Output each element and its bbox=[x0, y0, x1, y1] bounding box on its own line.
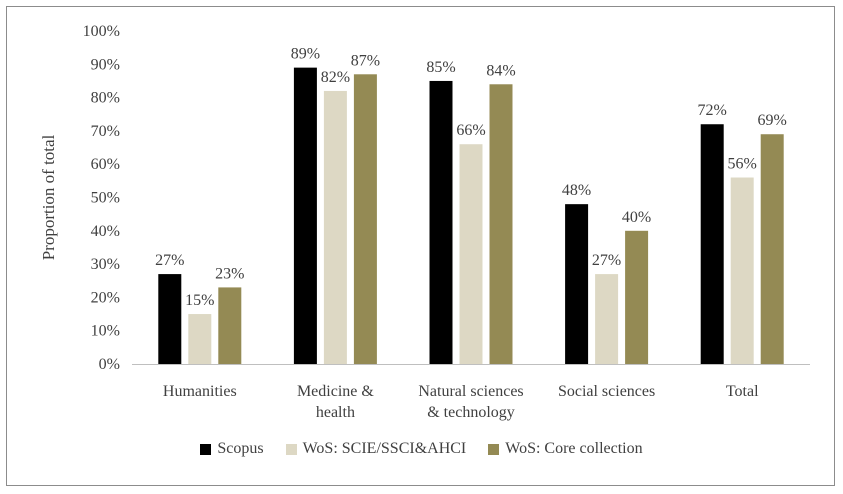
data-label: 66% bbox=[456, 122, 485, 139]
bar-wos-scie-ssci-ahci bbox=[188, 314, 212, 364]
y-tick-label: 70% bbox=[91, 123, 120, 140]
legend-item: WoS: Core collection bbox=[488, 440, 643, 458]
data-label: 85% bbox=[426, 59, 455, 76]
data-label: 84% bbox=[486, 62, 515, 79]
data-label: 23% bbox=[215, 265, 244, 282]
data-label: 82% bbox=[321, 69, 350, 86]
y-tick-label: 0% bbox=[99, 356, 120, 373]
x-category-label: Natural sciences bbox=[418, 383, 523, 400]
y-tick-label: 50% bbox=[91, 190, 120, 207]
legend-swatch bbox=[200, 443, 212, 455]
y-tick-label: 80% bbox=[91, 90, 120, 107]
x-category-label: Total bbox=[726, 383, 759, 400]
bar-scopus bbox=[293, 67, 317, 364]
bar-scopus bbox=[700, 124, 724, 365]
y-tick-label: 10% bbox=[91, 323, 120, 340]
x-category-label: Medicine & bbox=[297, 383, 374, 400]
y-tick-label: 40% bbox=[91, 223, 120, 240]
bar-wos-core-collection bbox=[760, 134, 784, 364]
legend: Scopus WoS: SCIE/SSCI&AHCI WoS: Core colle… bbox=[0, 440, 843, 458]
legend-swatch bbox=[488, 443, 500, 455]
bar-wos-core-collection bbox=[353, 74, 377, 364]
data-label: 56% bbox=[728, 156, 757, 173]
legend-item: Scopus bbox=[200, 440, 264, 458]
y-tick-label: 30% bbox=[91, 256, 120, 273]
data-label: 72% bbox=[698, 102, 727, 119]
bar-wos-scie-ssci-ahci bbox=[323, 90, 347, 364]
data-label: 27% bbox=[155, 252, 184, 269]
bar-wos-core-collection bbox=[218, 287, 242, 364]
data-label: 87% bbox=[351, 52, 380, 69]
x-category-label: Social sciences bbox=[558, 383, 655, 400]
bar-wos-scie-ssci-ahci bbox=[730, 177, 754, 364]
bar-wos-scie-ssci-ahci bbox=[595, 274, 619, 364]
x-category-label: & technology bbox=[427, 404, 515, 421]
data-label: 27% bbox=[592, 252, 621, 269]
y-tick-label: 20% bbox=[91, 289, 120, 306]
y-tick-label: 60% bbox=[91, 156, 120, 173]
bar-wos-scie-ssci-ahci bbox=[459, 144, 483, 364]
x-category-label: health bbox=[316, 404, 355, 421]
bar-scopus bbox=[158, 274, 182, 364]
legend-item: WoS: SCIE/SSCI&AHCI bbox=[285, 440, 467, 458]
legend-label: Scopus bbox=[217, 440, 264, 457]
bar-wos-core-collection bbox=[489, 84, 513, 364]
y-tick-label: 100% bbox=[83, 23, 120, 40]
bar-wos-core-collection bbox=[625, 230, 649, 364]
x-category-label: Humanities bbox=[163, 383, 237, 400]
bar-scopus bbox=[565, 204, 589, 364]
legend-label: WoS: Core collection bbox=[505, 440, 643, 457]
y-tick-label: 90% bbox=[91, 56, 120, 73]
legend-swatch bbox=[285, 443, 297, 455]
data-label: 48% bbox=[562, 182, 591, 199]
bar-scopus bbox=[429, 80, 453, 364]
y-axis-title: Proportion of total bbox=[39, 134, 58, 260]
data-label: 89% bbox=[291, 46, 320, 63]
legend-label: WoS: SCIE/SSCI&AHCI bbox=[302, 440, 467, 457]
chart-frame bbox=[6, 6, 835, 486]
data-label: 69% bbox=[758, 112, 787, 129]
data-label: 40% bbox=[622, 209, 651, 226]
data-label: 15% bbox=[185, 292, 214, 309]
